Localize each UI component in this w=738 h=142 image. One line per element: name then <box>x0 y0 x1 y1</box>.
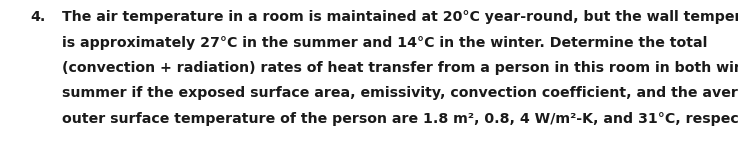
Text: summer if the exposed surface area, emissivity, convection coefficient, and the : summer if the exposed surface area, emis… <box>62 86 738 101</box>
Text: 4.: 4. <box>30 10 45 24</box>
Text: outer surface temperature of the person are 1.8 m², 0.8, 4 W/m²-K, and 31°C, res: outer surface temperature of the person … <box>62 112 738 126</box>
Text: The air temperature in a room is maintained at 20°C year-round, but the wall tem: The air temperature in a room is maintai… <box>62 10 738 24</box>
Text: (convection + radiation) rates of heat transfer from a person in this room in bo: (convection + radiation) rates of heat t… <box>62 61 738 75</box>
Text: is approximately 27°C in the summer and 14°C in the winter. Determine the total: is approximately 27°C in the summer and … <box>62 36 708 50</box>
